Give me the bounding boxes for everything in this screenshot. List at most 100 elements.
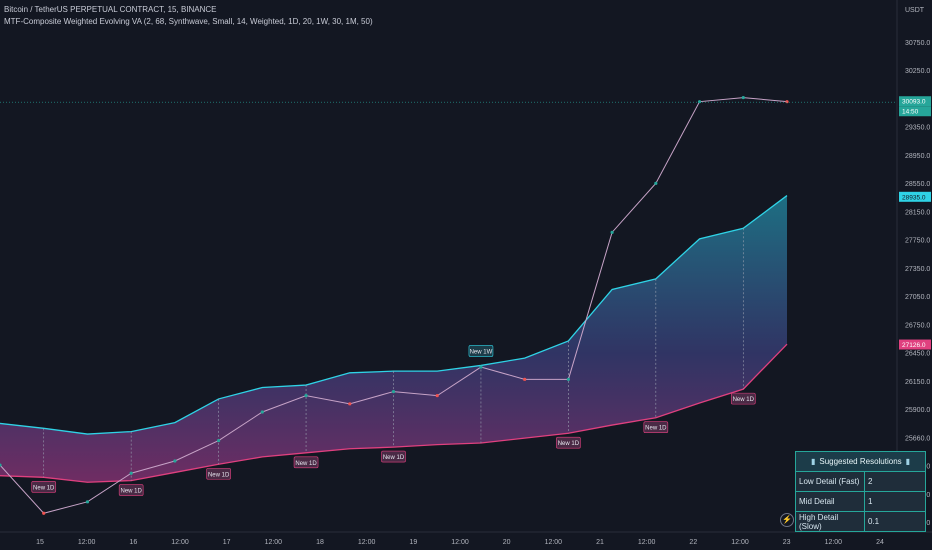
- row-label: Mid Detail: [796, 492, 865, 511]
- time-tick-label: 16: [129, 539, 137, 546]
- marker-label: New 1W: [470, 349, 493, 355]
- time-tick-label: 24: [876, 539, 884, 546]
- time-tick-label: 23: [783, 539, 791, 546]
- time-tick-label: 15: [36, 539, 44, 546]
- upper-band-badge: 28935.0: [902, 194, 926, 201]
- marker-label: New 1D: [208, 472, 230, 478]
- price-tick-label: 30750.0: [905, 40, 930, 47]
- period-marker-lines: [43, 228, 744, 481]
- price-point: [85, 500, 90, 504]
- marker-label: New 1D: [733, 397, 755, 403]
- price-tick-label: 29350.0: [905, 125, 930, 132]
- price-tick-label: 28950.0: [905, 153, 930, 160]
- current-price-badge-box: [899, 96, 931, 107]
- chart-title[interactable]: Bitcoin / TetherUS PERPETUAL CONTRACT, 1…: [4, 5, 217, 14]
- marker-label: New 1D: [383, 455, 405, 461]
- time-axis[interactable]: 15 12:00 16 12:00 17 12:00 18 12:00 19 12:00 20 12:…: [36, 539, 884, 546]
- price-point: [697, 100, 702, 104]
- price-tick-label: 25900.0: [905, 407, 930, 414]
- time-tick-label: 20: [503, 539, 511, 546]
- time-tick-label: 12:00: [265, 539, 283, 546]
- price-point: [479, 365, 483, 369]
- marker-box: [468, 345, 494, 357]
- price-point: [741, 95, 745, 100]
- time-tick-label: 22: [689, 539, 697, 546]
- table-row: High Detail (Slow) 0.1: [796, 511, 925, 531]
- price-point: [42, 511, 46, 515]
- time-tick-label: 19: [409, 539, 417, 546]
- marker-box: [730, 392, 756, 405]
- marker-label: New 1D: [33, 485, 55, 491]
- price-point: [785, 100, 789, 104]
- price-tick-label: 28150.0: [905, 209, 930, 216]
- price-point: [654, 181, 658, 185]
- lower-band-badge-box: [899, 339, 931, 350]
- currency-label: USDT: [905, 7, 925, 14]
- price-tick-label: 27750.0: [905, 238, 930, 245]
- marker-box: [643, 421, 669, 434]
- price-point: [260, 410, 264, 414]
- price-tick-label: 27350.0: [905, 266, 930, 273]
- price-tick-label: 27050.0: [905, 294, 930, 301]
- marker-label: New 1D: [558, 441, 580, 447]
- price-point: [348, 402, 352, 406]
- price-point: [391, 389, 396, 394]
- countdown-badge-box: [899, 106, 931, 117]
- price-tick-label: 26450.0: [905, 351, 930, 358]
- marker-box: [556, 436, 581, 449]
- lower-band-badge: 27126.0: [902, 342, 926, 349]
- candlestick-icon: ▮: [905, 457, 911, 466]
- row-label: Low Detail (Fast): [796, 472, 865, 491]
- indicator-label[interactable]: MTF-Composite Weighted Evolving VA (2, 6…: [4, 17, 373, 26]
- time-tick-label: 21: [596, 539, 604, 546]
- price-tick-label: 28550.0: [905, 181, 930, 188]
- price-point: [0, 463, 2, 467]
- time-tick-label: 12:00: [638, 539, 656, 546]
- price-point: [435, 394, 439, 398]
- marker-label: New 1D: [120, 489, 142, 495]
- lightning-icon[interactable]: ⚡: [780, 513, 794, 527]
- time-tick-label: 18: [316, 539, 324, 546]
- band-fill: [0, 195, 787, 483]
- price-point: [173, 459, 177, 463]
- table-header: ▮ Suggested Resolutions ▮: [796, 452, 925, 471]
- price-tick-label: 26150.0: [905, 379, 930, 386]
- row-value: 2: [868, 477, 873, 486]
- price-point: [566, 377, 570, 381]
- time-tick-label: 12:00: [171, 539, 189, 546]
- time-tick-label: 17: [223, 539, 231, 546]
- marker-box: [293, 456, 319, 469]
- row-label: High Detail (Slow): [796, 512, 865, 531]
- period-markers: New 1D New 1D New 1D New 1D New 1D New 1W New …: [31, 345, 756, 496]
- time-tick-label: 12:00: [358, 539, 376, 546]
- time-tick-label: 12:00: [451, 539, 469, 546]
- table-row: Low Detail (Fast) 2: [796, 471, 925, 491]
- price-tick-label: 30250.0: [905, 68, 930, 75]
- marker-box: [118, 484, 144, 496]
- time-tick-label: 12:00: [78, 539, 96, 546]
- price-point: [523, 377, 527, 381]
- marker-box: [381, 450, 406, 463]
- price-point: [610, 230, 614, 234]
- candlestick-icon: ▮: [810, 457, 816, 466]
- price-badges: 30093.0 14:50 28935.0 27126.0: [0, 96, 931, 350]
- marker-box: [206, 467, 231, 480]
- marker-box: [31, 481, 57, 493]
- price-tick-label: 25660.0: [905, 435, 930, 442]
- time-tick-label: 12:00: [825, 539, 843, 546]
- suggested-resolutions-table: ▮ Suggested Resolutions ▮ Low Detail (Fa…: [795, 451, 926, 532]
- row-value: 1: [868, 497, 873, 506]
- table-row: Mid Detail 1: [796, 491, 925, 511]
- upper-band-badge-box: [899, 191, 931, 202]
- marker-label: New 1D: [645, 426, 667, 432]
- price-tick-label: 26750.0: [905, 322, 930, 329]
- price-point: [304, 394, 308, 398]
- countdown-badge: 14:50: [902, 109, 919, 116]
- marker-label: New 1D: [295, 461, 317, 467]
- price-point: [129, 471, 133, 475]
- row-value: 0.1: [868, 517, 880, 526]
- table-title: Suggested Resolutions: [819, 457, 902, 466]
- price-point: [217, 438, 221, 443]
- current-price-badge: 30093.0: [902, 99, 926, 106]
